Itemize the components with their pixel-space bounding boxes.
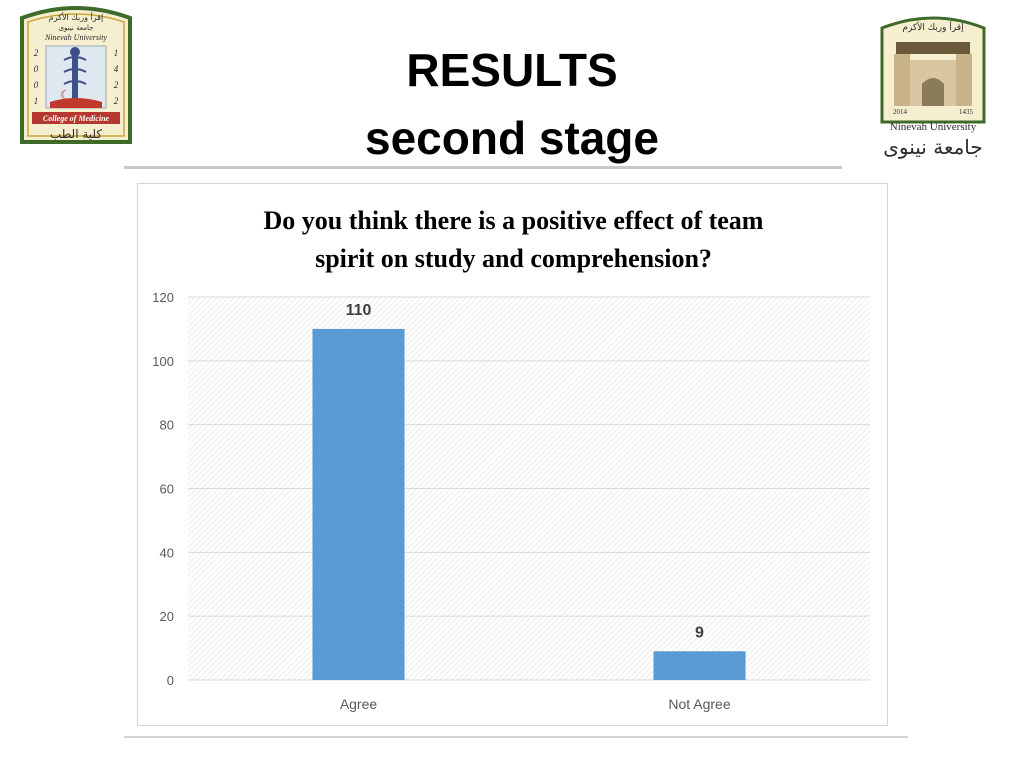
gridlines (188, 296, 870, 681)
title-divider (124, 166, 842, 169)
bar (653, 651, 746, 680)
svg-text:☾: ☾ (60, 88, 71, 102)
logo-left-arabic-top: إقرأ وربك الأكرم (49, 12, 103, 23)
y-tick-label: 60 (160, 482, 174, 497)
svg-text:4: 4 (114, 64, 119, 74)
footer-divider (124, 736, 908, 738)
logo-right-english: Ninevah University (890, 121, 977, 133)
bar (312, 328, 405, 680)
slide-title: RESULTS (406, 44, 618, 96)
svg-text:1: 1 (34, 96, 39, 106)
chart-area: 0 20 40 60 80 100 120 110 9 Agree Not Agree Do y… (137, 183, 888, 726)
logo-right-year-right: 1435 (959, 108, 974, 116)
y-tick-label: 20 (160, 609, 174, 624)
bars (312, 328, 746, 680)
logo-left-arabic-bottom: كلية الطب (50, 127, 102, 141)
logo-left-arabic-sub: جامعة نينوى (59, 24, 94, 32)
x-axis-ticks: Agree Not Agree (340, 696, 731, 712)
svg-text:2: 2 (34, 48, 39, 58)
chart-title: Do you think there is a positive effect … (138, 202, 889, 278)
svg-text:1: 1 (114, 48, 119, 58)
y-tick-label: 100 (152, 354, 174, 369)
bar-chart: 0 20 40 60 80 100 120 110 9 Agree Not Agree (152, 290, 870, 712)
logo-left-college: College of Medicine (43, 114, 110, 123)
ninevah-university-logo: إقرأ وربك الأكرم 2014 1435 Ninevah Unive… (880, 16, 986, 159)
chart-title-line-2: spirit on study and comprehension? (315, 244, 712, 273)
y-tick-label: 120 (152, 290, 174, 305)
logo-right-arabic-bottom: جامعة نينوى (883, 135, 983, 159)
logo-right-year-left: 2014 (893, 108, 908, 116)
svg-text:2: 2 (114, 80, 119, 90)
y-tick-label: 0 (167, 673, 174, 688)
slide-subtitle: second stage (365, 112, 659, 164)
data-label: 110 (346, 302, 372, 319)
logo-right-arabic-top: إقرأ وربك الأكرم (902, 21, 963, 33)
data-labels: 110 9 (346, 302, 704, 641)
svg-text:0: 0 (34, 64, 39, 74)
chart-title-line-1: Do you think there is a positive effect … (263, 206, 764, 235)
college-of-medicine-logo: إقرأ وربك الأكرم جامعة نينوى Ninevah Uni… (20, 6, 132, 144)
data-label: 9 (695, 624, 704, 641)
x-tick-label: Not Agree (668, 696, 730, 712)
svg-text:0: 0 (34, 80, 39, 90)
y-tick-label: 80 (160, 418, 174, 433)
x-tick-label: Agree (340, 696, 378, 712)
y-axis-ticks: 0 20 40 60 80 100 120 (152, 290, 174, 688)
svg-text:2: 2 (114, 96, 119, 106)
logo-left-english: Ninevah University (44, 33, 107, 42)
y-tick-label: 40 (160, 545, 174, 560)
